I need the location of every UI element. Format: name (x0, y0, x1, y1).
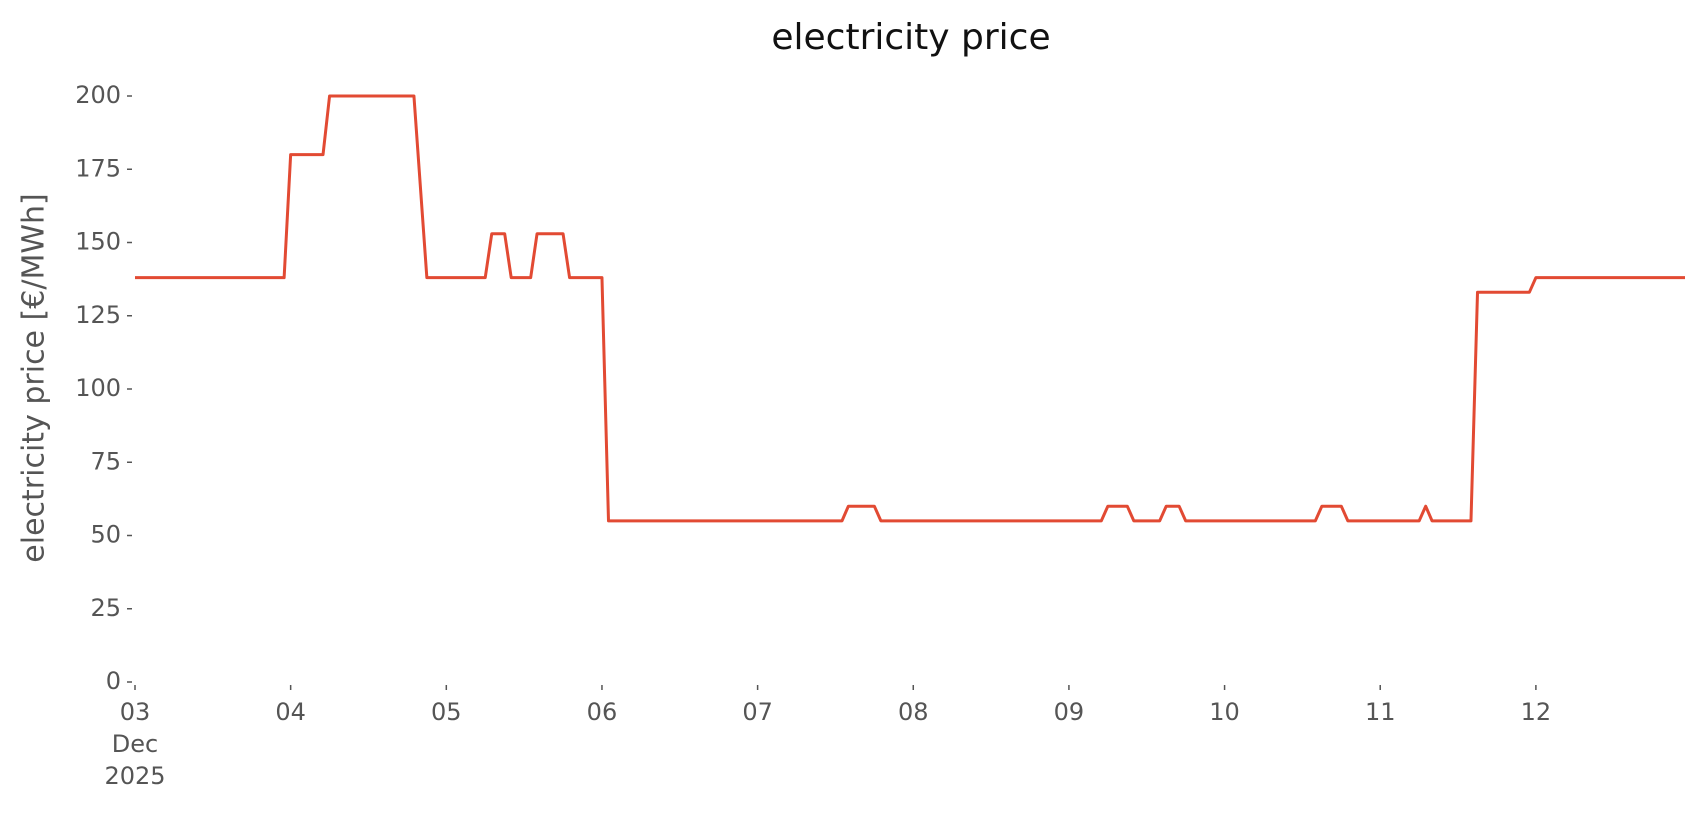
x-tick-label: 11 (1364, 698, 1396, 726)
x-tick-label: 08 (897, 698, 929, 726)
x-tick-label: 03 Dec 2025 (104, 698, 166, 790)
x-tick-label: 04 (275, 698, 306, 726)
y-tick-label: 175 (75, 154, 121, 182)
chart-title: electricity price (771, 17, 1050, 58)
y-tick-label: 200 (75, 81, 121, 109)
x-tick-label: 10 (1209, 698, 1240, 726)
x-tick-label: 06 (586, 698, 618, 726)
y-axis-label: electricity price [€/MWh] (17, 193, 52, 562)
x-tick-label: 07 (742, 698, 773, 726)
y-tick-label: 75 (90, 447, 121, 475)
price-line (135, 94, 1685, 523)
y-tick-label: 50 (90, 521, 121, 549)
y-tick-label: 25 (90, 594, 121, 622)
y-tick-label: 150 (75, 228, 121, 256)
x-tick-label: 05 (431, 698, 462, 726)
y-tick-label: 0 (106, 667, 121, 695)
y-tick-label: 100 (75, 374, 121, 402)
y-tick-label: 125 (75, 301, 121, 329)
x-tick-label: 12 (1520, 698, 1552, 726)
x-tick-label: 09 (1053, 698, 1085, 726)
